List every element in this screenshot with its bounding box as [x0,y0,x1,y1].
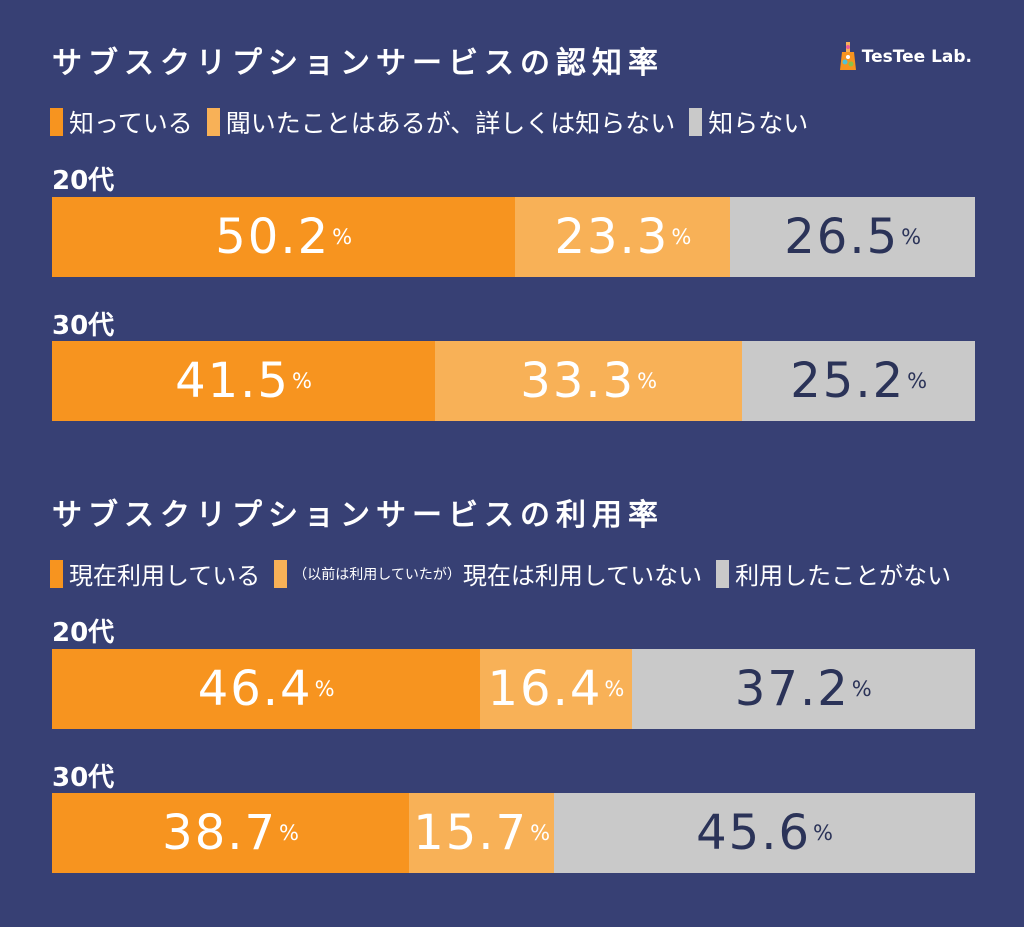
bar-segment: 38.7% [52,793,410,873]
legend-label: 現在は利用していない [462,562,703,590]
legend-item: 現在利用している [50,556,260,591]
bar-segment: 50.2% [52,197,516,277]
bar-segment: 33.3% [435,341,743,421]
legend-swatch [50,108,63,136]
legend-label: 知っている [69,109,193,138]
group-label: 20代 [52,618,115,648]
unit-label: % [901,225,922,249]
legend-item: 知っている [50,104,193,140]
legend-label: 利用したことがない [735,562,952,590]
legend-swatch [50,559,63,588]
bar-segment: 26.5% [730,197,975,277]
unit-label: % [530,821,551,845]
chart-title: サブスクリプションサービスの利用率 [52,498,664,533]
bar-segment: 45.6% [554,793,975,873]
legend: 現在利用している （以前は利用していたが） 現在は利用していない 利用したことがない [50,556,965,591]
unit-label: % [291,369,312,393]
logo-text: TesTee Lab. [861,47,972,67]
data-label: 46.4 [197,661,313,717]
unit-label: % [279,821,300,845]
legend-item: （以前は利用していたが） 現在は利用していない [274,556,702,591]
group-label: 30代 [52,763,115,793]
unit-label: % [637,369,658,393]
legend-label: 現在利用している [69,562,261,590]
data-label: 45.6 [696,805,811,861]
data-label: 50.2 [215,209,331,265]
legend-swatch [716,559,730,588]
bar-segment: 15.7% [409,793,555,873]
unit-label: % [851,677,872,701]
legend-note: （以前は利用していたが） [293,566,461,583]
unit-label: % [332,225,353,249]
legend-label: 聞いたことはあるが、詳しくは知らない [225,109,676,138]
unit-label: % [907,369,928,393]
group-label: 20代 [52,166,115,196]
unit-label: % [671,225,692,249]
data-label: 23.3 [554,209,670,265]
stacked-bar: 38.7% 15.7% 45.6% [52,793,975,873]
data-label: 33.3 [520,353,636,409]
stacked-bar: 50.2% 23.3% 26.5% [52,197,975,277]
data-label: 15.7 [413,805,529,861]
chart-title: サブスクリプションサービスの認知率 [52,46,664,81]
data-label: 38.7 [162,805,278,861]
legend-label: 知らない [708,109,809,138]
unit-label: % [812,821,833,845]
bar-segment: 46.4% [52,649,481,729]
bar-segment: 25.2% [742,341,975,421]
stacked-bar: 41.5% 33.3% 25.2% [52,341,975,421]
unit-label: % [604,677,625,701]
legend-item: 知らない [689,104,808,140]
stacked-bar: 46.4% 16.4% 37.2% [52,649,975,729]
bar-segment: 23.3% [515,197,731,277]
data-label: 41.5 [175,353,290,409]
flask-icon [839,42,856,70]
legend-swatch [274,559,288,588]
legend-swatch [689,108,703,136]
legend-item: 聞いたことはあるが、詳しくは知らない [206,104,676,140]
legend-item: 利用したことがない [716,556,951,591]
data-label: 25.2 [790,353,906,409]
data-label: 16.4 [487,661,603,717]
group-label: 30代 [52,311,115,341]
legend-swatch [206,108,220,136]
bar-segment: 41.5% [52,341,436,421]
bar-segment: 37.2% [631,649,975,729]
unit-label: % [314,677,335,701]
bar-segment: 16.4% [480,649,632,729]
data-label: 37.2 [734,661,850,717]
data-label: 26.5 [784,209,900,265]
testee-lab-logo: TesTee Lab. [839,42,972,72]
legend: 知っている 聞いたことはあるが、詳しくは知らない 知らない [50,104,822,140]
